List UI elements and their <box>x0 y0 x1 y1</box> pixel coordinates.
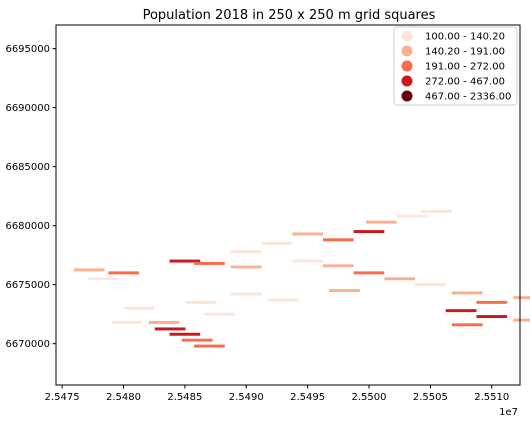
y-tick-label: 6690000 <box>5 103 50 114</box>
y-tick-label: 6695000 <box>5 44 50 55</box>
x-axis-offset-label: 1e7 <box>499 407 518 418</box>
legend-marker <box>401 30 413 42</box>
grid-cell <box>230 250 262 254</box>
legend-label: 467.00 - 2336.00 <box>425 92 511 103</box>
grid-cell <box>194 344 225 348</box>
legend-label: 272.00 - 467.00 <box>425 77 505 88</box>
legend-items: 100.00 - 140.20 140.20 - 191.00 191.00 - 2… <box>401 30 511 103</box>
x-tick-label: 2.5505 <box>413 392 448 403</box>
y-tick-label: 6680000 <box>5 221 50 232</box>
x-tick-label: 2.5485 <box>167 392 202 403</box>
grid-cell <box>261 241 293 245</box>
x-tick-label: 2.5495 <box>290 392 325 403</box>
x-axis: 2.5475 2.5480 2.5485 2.5490 2.5495 2.5500 2.55… <box>45 385 509 403</box>
legend-frame <box>393 26 518 106</box>
grid-cell <box>108 271 139 275</box>
x-tick-label: 2.5500 <box>352 392 387 403</box>
grid-cell <box>111 320 143 324</box>
grid-cell <box>513 296 530 300</box>
x-tick-label: 2.5510 <box>474 392 509 403</box>
grid-cell <box>396 214 428 218</box>
grid-cell <box>181 338 213 342</box>
legend-label: 100.00 - 140.20 <box>425 32 505 43</box>
grid-cell <box>267 298 299 302</box>
legend-label: 191.00 - 272.00 <box>425 62 505 73</box>
legend-marker <box>401 75 413 87</box>
grid-cell <box>185 300 217 304</box>
x-tick-label: 2.5490 <box>229 392 264 403</box>
grid-cell <box>353 230 385 234</box>
x-tick-label: 2.5475 <box>45 392 80 403</box>
grid-cell <box>476 300 508 304</box>
legend: 100.00 - 140.20 140.20 - 191.00 191.00 - 2… <box>393 26 518 106</box>
y-tick-label: 6675000 <box>5 280 50 291</box>
x-tick-label: 2.5480 <box>106 392 141 403</box>
grid-cell <box>451 323 483 327</box>
y-tick-label: 6685000 <box>5 162 50 173</box>
legend-marker <box>401 90 413 102</box>
grid-cell <box>154 327 186 331</box>
grid-cell <box>292 232 323 236</box>
grid-cell <box>513 318 530 322</box>
grid-cell <box>73 268 105 272</box>
legend-marker <box>401 60 413 72</box>
grid-cell <box>88 277 120 281</box>
grid-cell <box>230 292 262 296</box>
grid-cell <box>476 315 508 319</box>
grid-cell <box>124 306 155 310</box>
grid-cell <box>194 261 225 265</box>
chart-title: Population 2018 in 250 x 250 m grid squa… <box>143 8 436 23</box>
grid-cell <box>292 259 323 263</box>
grid-cell <box>322 264 354 268</box>
legend-label: 140.20 - 191.00 <box>425 47 505 58</box>
grid-cell <box>169 332 201 336</box>
grid-cell <box>415 283 446 287</box>
grid-cell <box>451 291 483 295</box>
grid-cell <box>384 277 416 281</box>
y-tick-label: 6670000 <box>5 339 50 350</box>
grid-cell <box>169 259 201 263</box>
grid-cell <box>421 210 452 213</box>
grid-cell <box>365 220 397 224</box>
grid-cell <box>203 312 235 316</box>
y-axis: 6670000 6675000 6680000 6685000 6690000 66950… <box>5 44 56 350</box>
grid-cells-layer <box>73 210 530 348</box>
grid-cell <box>230 265 262 269</box>
grid-cell <box>329 289 360 293</box>
grid-cell <box>322 238 354 242</box>
grid-cell <box>148 320 180 324</box>
grid-cell <box>353 271 385 275</box>
grid-cell <box>445 309 477 313</box>
axes-frame <box>55 24 521 386</box>
legend-marker <box>401 45 413 57</box>
